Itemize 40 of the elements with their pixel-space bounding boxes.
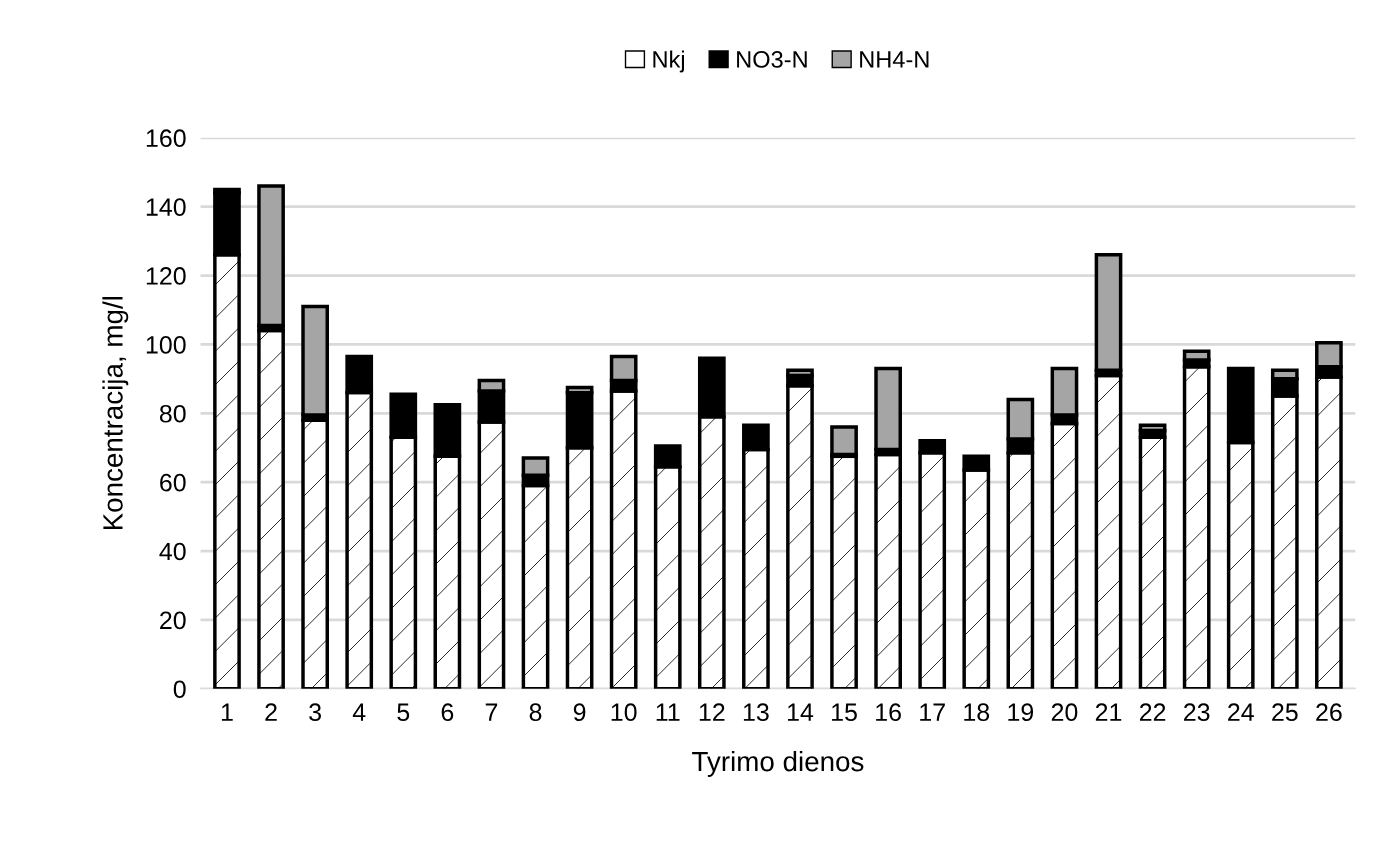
y-tick-label: 140 <box>146 198 186 216</box>
y-tick-label: 0 <box>173 680 186 699</box>
x-tick-label: 14 <box>787 703 814 721</box>
x-tick-label: 21 <box>1095 703 1122 721</box>
legend-label: NO3-N <box>737 51 807 68</box>
y-tick-label: 20 <box>160 611 186 630</box>
x-tick-label: 18 <box>964 703 990 722</box>
x-tick-label: 4 <box>352 703 366 721</box>
y-tick-label: 120 <box>146 267 186 285</box>
x-tick-label: 2 <box>265 703 277 721</box>
x-tick-label: 15 <box>832 703 857 722</box>
x-tick-label: 17 <box>920 703 945 721</box>
y-tick-label: 100 <box>146 336 186 354</box>
x-tick-label: 19 <box>1008 703 1034 722</box>
x-tick-label: 1 <box>221 703 233 721</box>
x-axis-title: Tyrimo dienos <box>692 750 864 777</box>
x-tick-label: 24 <box>1228 703 1254 721</box>
x-tick-label: 23 <box>1184 703 1210 722</box>
x-tick-label: 26 <box>1316 703 1342 722</box>
x-tick-label: 3 <box>309 703 321 722</box>
x-tick-label: 6 <box>441 703 454 722</box>
x-tick-label: 11 <box>656 703 680 721</box>
y-axis-title: Koncentracija, mg/l <box>102 297 129 530</box>
x-tick-label: 10 <box>611 703 637 722</box>
x-tick-label: 12 <box>699 703 725 721</box>
x-tick-label: 13 <box>743 703 769 722</box>
y-tick-label: 80 <box>159 404 186 423</box>
x-tick-label: 25 <box>1272 703 1298 722</box>
x-tick-label: 9 <box>573 703 586 722</box>
y-tick-label: 160 <box>146 129 186 148</box>
y-tick-label: 60 <box>160 473 186 492</box>
x-tick-label: 20 <box>1051 703 1078 722</box>
x-tick-label: 7 <box>485 703 498 721</box>
legend-label: Nkj <box>653 50 684 73</box>
x-tick-label: 16 <box>876 703 901 722</box>
x-tick-label: 5 <box>397 703 410 722</box>
x-tick-label: 8 <box>529 703 542 722</box>
y-tick-label: 40 <box>159 542 186 561</box>
legend-label: NH4-N <box>860 51 929 68</box>
x-tick-label: 22 <box>1139 703 1166 721</box>
